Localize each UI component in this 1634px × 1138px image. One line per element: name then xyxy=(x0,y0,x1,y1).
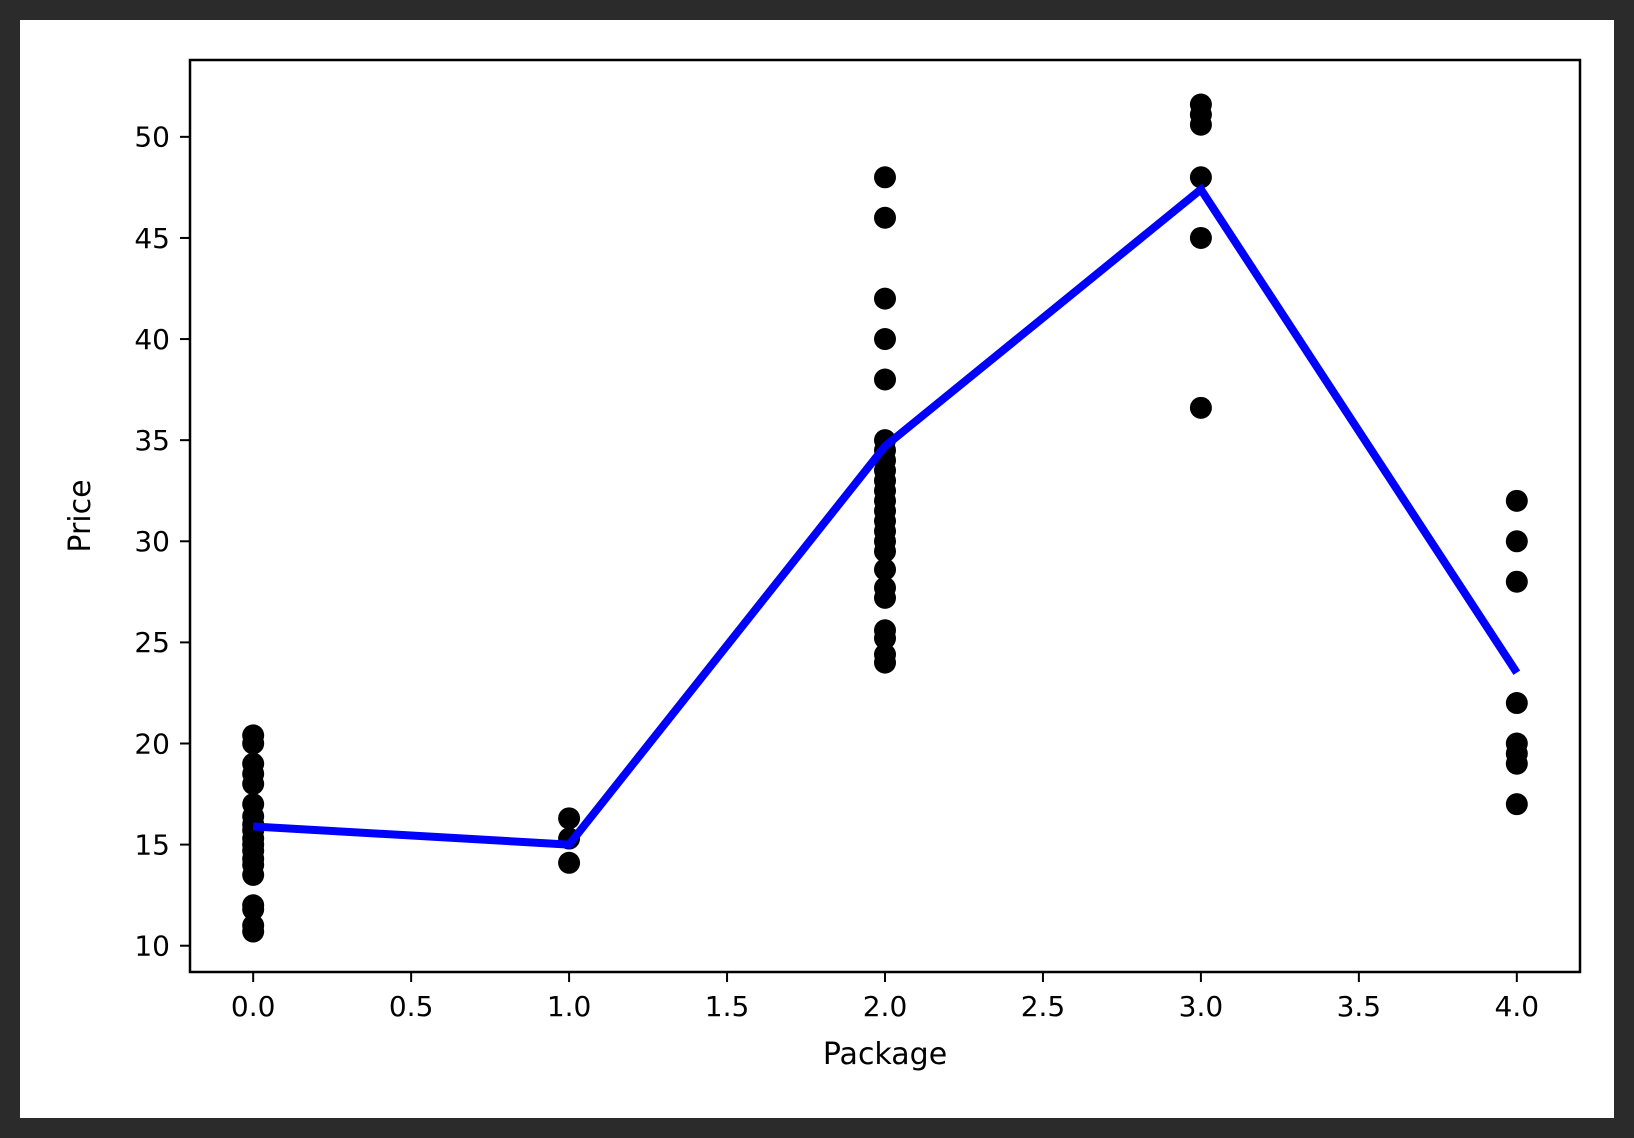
scatter-point xyxy=(1190,397,1212,419)
scatter-point xyxy=(242,793,264,815)
chart-frame: 0.0 0.5 1.0 1.5 2.0 2.5 3.0 3.5 4.0 10 15 20 25 30 35 4… xyxy=(20,20,1614,1118)
y-tick-label: 30 xyxy=(134,525,170,558)
x-tick-label: 4.0 xyxy=(1495,990,1540,1023)
scatter-point xyxy=(874,166,896,188)
x-tick-label: 3.0 xyxy=(1179,990,1224,1023)
y-tick-label: 50 xyxy=(134,121,170,154)
x-tick-label: 2.5 xyxy=(1021,990,1066,1023)
scatter-point xyxy=(1506,530,1528,552)
y-tick-label: 15 xyxy=(134,828,170,861)
chart-svg: 0.0 0.5 1.0 1.5 2.0 2.5 3.0 3.5 4.0 10 15 20 25 30 35 4… xyxy=(20,20,1614,1118)
scatter-point xyxy=(242,753,264,775)
scatter-point xyxy=(1506,571,1528,593)
scatter-point xyxy=(1190,93,1212,115)
scatter-point xyxy=(1506,732,1528,754)
scatter-point xyxy=(1190,227,1212,249)
scatter-point xyxy=(1506,793,1528,815)
scatter-point xyxy=(242,894,264,916)
scatter-point xyxy=(874,288,896,310)
x-tick-label: 1.5 xyxy=(705,990,750,1023)
scatter-point xyxy=(874,207,896,229)
y-tick-label: 40 xyxy=(134,323,170,356)
scatter-point xyxy=(558,807,580,829)
y-tick-label: 10 xyxy=(134,930,170,963)
y-tick-label: 20 xyxy=(134,727,170,760)
x-tick-label: 3.5 xyxy=(1337,990,1382,1023)
y-axis-label: Price xyxy=(63,479,98,552)
y-tick-label: 25 xyxy=(134,626,170,659)
x-tick-label: 0.0 xyxy=(231,990,276,1023)
scatter-point xyxy=(874,619,896,641)
scatter-point xyxy=(558,852,580,874)
y-tick-label: 35 xyxy=(134,424,170,457)
x-tick-label: 2.0 xyxy=(863,990,908,1023)
scatter-point xyxy=(242,724,264,746)
y-tick-label: 45 xyxy=(134,222,170,255)
x-axis-label: Package xyxy=(823,1037,947,1072)
scatter-point xyxy=(1506,490,1528,512)
x-tick-label: 1.0 xyxy=(547,990,592,1023)
scatter-point xyxy=(874,328,896,350)
scatter-point xyxy=(874,369,896,391)
scatter-point xyxy=(1506,692,1528,714)
x-tick-label: 0.5 xyxy=(389,990,434,1023)
